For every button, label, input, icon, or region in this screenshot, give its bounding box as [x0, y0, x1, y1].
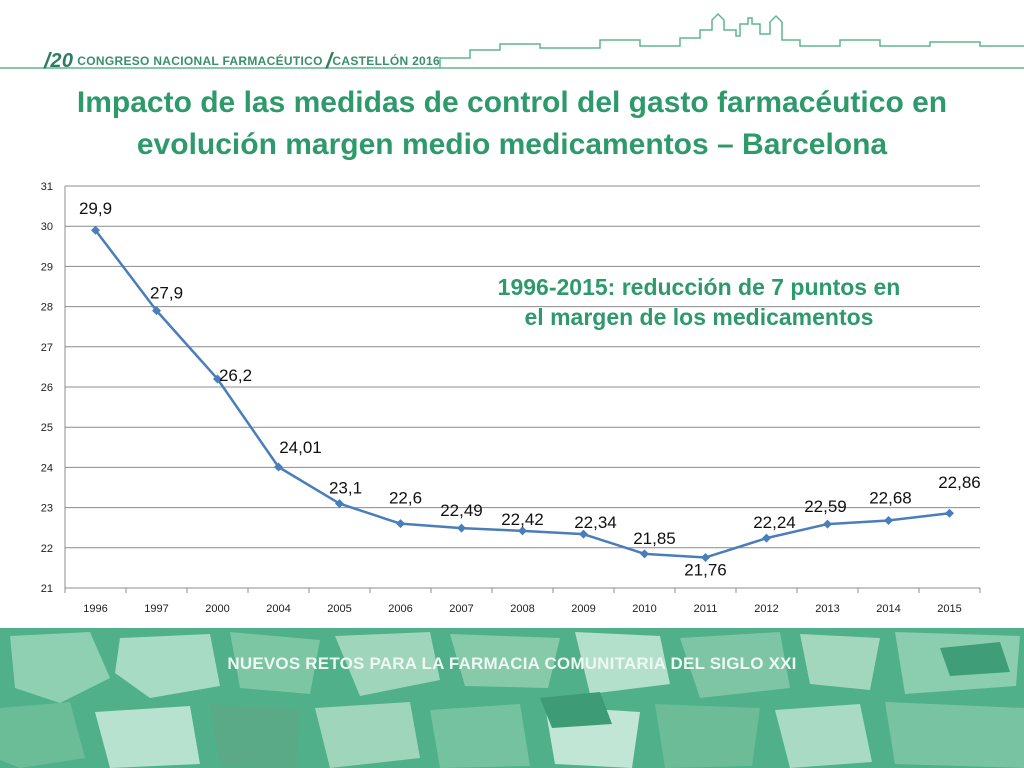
city-text: CASTELLÓN 2016 [332, 54, 440, 68]
congress-number: 20 [50, 50, 74, 72]
data-point [945, 508, 954, 518]
data-label: 27,9 [150, 284, 183, 303]
data-label: 24,01 [279, 438, 322, 457]
footer-tagline: NUEVOS RETOS PARA LA FARMACIA COMUNITARI… [227, 654, 797, 673]
data-label: 21,76 [684, 560, 727, 579]
y-tick-label: 22 [41, 543, 53, 555]
slide-title-line1: Impacto de las medidas de control del ga… [76, 86, 948, 119]
data-label: 22,86 [938, 473, 981, 492]
data-label: 22,49 [440, 501, 483, 520]
y-tick-label: 25 [41, 422, 53, 434]
data-point [213, 374, 222, 384]
chart-annotation: 1996-2015: reducción de 7 puntos en el m… [468, 272, 930, 332]
x-tick-label: 2014 [876, 603, 900, 615]
y-tick-label: 21 [41, 583, 53, 595]
x-tick-label: 2012 [754, 603, 778, 615]
y-tick-label: 23 [41, 503, 53, 515]
data-label: 22,68 [869, 488, 912, 507]
annotation-line2: el margen de los medicamentos [524, 304, 874, 330]
data-point [518, 526, 527, 536]
x-tick-label: 2000 [205, 603, 229, 615]
data-point [762, 533, 771, 543]
header-banner: /20 CONGRESO NACIONAL FARMACÉUTICO /CASTE… [0, 0, 1024, 80]
data-point [457, 523, 466, 533]
data-point [91, 225, 100, 235]
x-tick-label: 1997 [144, 603, 168, 615]
y-tick-label: 26 [41, 382, 53, 394]
data-label: 22,24 [753, 513, 796, 532]
x-tick-label: 2006 [388, 603, 412, 615]
x-tick-label: 2013 [815, 603, 839, 615]
slide-title: Impacto de las medidas de control del ga… [0, 82, 1024, 166]
y-tick-label: 29 [41, 261, 53, 273]
y-tick-label: 31 [41, 181, 53, 193]
data-point [335, 499, 344, 509]
x-tick-label: 2008 [510, 603, 534, 615]
x-tick-label: 2015 [937, 603, 961, 615]
data-label: 22,59 [804, 497, 847, 516]
data-point [701, 552, 710, 562]
data-label: 22,6 [389, 489, 422, 508]
data-point [274, 462, 283, 472]
data-label: 26,2 [219, 366, 252, 385]
data-point [579, 529, 588, 539]
x-tick-label: 2010 [632, 603, 656, 615]
slide-title-line2: evolución margen medio medicamentos – Ba… [136, 128, 888, 161]
skyline-graphic [0, 12, 1024, 69]
y-tick-label: 24 [41, 462, 53, 474]
congress-text: CONGRESO NACIONAL FARMACÉUTICO [77, 54, 323, 68]
x-tick-label: 2007 [449, 603, 473, 615]
data-label: 23,1 [329, 479, 362, 498]
y-tick-label: 30 [41, 221, 53, 233]
data-label: 22,34 [574, 513, 617, 532]
line-chart: 21 22 23 24 25 26 27 28 29 30 31 1996 1997 2000 2004 20… [41, 181, 981, 615]
data-point [152, 306, 161, 316]
data-label: 22,42 [501, 510, 544, 529]
x-tick-label: 1996 [83, 603, 107, 615]
footer-mosaic [0, 628, 1024, 768]
data-label: 29,9 [79, 199, 112, 218]
data-point [823, 519, 832, 529]
x-tick-label: 2011 [694, 603, 718, 615]
mosaic-background [0, 628, 1024, 768]
city-label: /CASTELLÓN 2016 [326, 48, 440, 73]
y-tick-label: 28 [41, 302, 53, 314]
x-tick-label: 2009 [571, 603, 595, 615]
y-tick-label: 27 [41, 342, 53, 354]
annotation-line1: 1996-2015: reducción de 7 puntos en [497, 274, 901, 300]
data-point [884, 515, 893, 525]
x-tick-label: 2005 [327, 603, 351, 615]
congress-label: /20 CONGRESO NACIONAL FARMACÉUTICO [44, 48, 323, 73]
data-point [640, 549, 649, 559]
x-tick-label: 2004 [266, 603, 290, 615]
data-point [396, 519, 405, 529]
data-label: 21,85 [633, 529, 676, 548]
